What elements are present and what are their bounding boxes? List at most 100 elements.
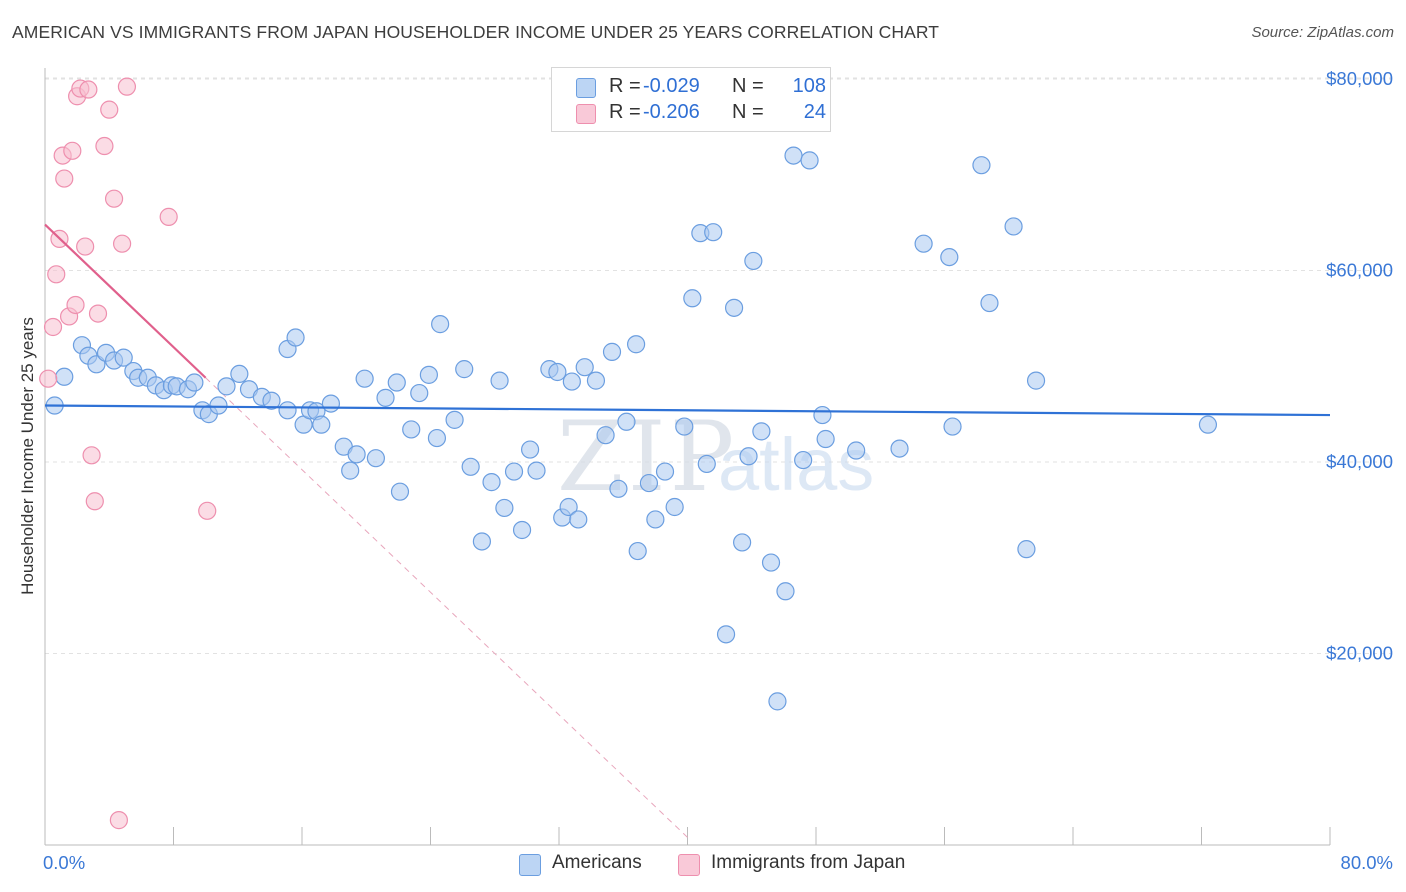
americans-point: [972, 156, 991, 175]
japan-trend-line: [44, 223, 207, 379]
americans-point: [575, 358, 594, 377]
americans-point: [628, 541, 647, 561]
japan-point: [159, 207, 178, 226]
americans-point: [286, 328, 305, 347]
americans-point: [355, 369, 374, 388]
americans-point: [739, 447, 758, 466]
americans-point: [716, 625, 736, 644]
americans-point: [776, 582, 795, 601]
legend-n-value-japan: 24: [803, 101, 826, 123]
americans-point: [816, 429, 835, 449]
americans-point: [472, 532, 491, 551]
americans-point: [683, 289, 702, 308]
americans-point: [752, 422, 771, 441]
americans-point: [569, 510, 588, 529]
americans-point: [185, 373, 204, 392]
japan-point: [63, 141, 82, 160]
americans-point: [943, 417, 962, 436]
americans-point: [646, 510, 665, 529]
japan-point: [76, 237, 95, 256]
americans-point: [387, 373, 406, 392]
x-tick-label-max: 80.0%: [1341, 852, 1393, 873]
japan-point: [47, 265, 66, 284]
y-tick-label: $60,000: [1326, 260, 1393, 281]
americans-point: [347, 445, 366, 464]
legend-r-value-japan: -0.206: [643, 101, 700, 123]
correlation-legend: R = -0.029 N = 108 R = -0.206 N = 24: [551, 67, 831, 132]
americans-point: [784, 146, 803, 165]
americans-point: [665, 497, 684, 517]
americans-points: [45, 146, 1218, 711]
americans-point: [262, 391, 281, 410]
y-tick-label: $40,000: [1326, 451, 1393, 472]
americans-point: [675, 417, 694, 436]
americans-point: [520, 440, 540, 459]
americans-point: [697, 454, 716, 474]
americans-point: [321, 394, 341, 413]
americans-point: [1026, 371, 1046, 390]
legend-n-label: N =: [732, 75, 764, 97]
americans-point: [527, 461, 546, 480]
japan-point: [39, 369, 58, 388]
americans-point: [427, 428, 447, 448]
japan-point: [43, 317, 63, 337]
americans-point: [230, 364, 249, 384]
americans-point: [1004, 217, 1023, 236]
americans-point: [704, 223, 723, 242]
americans-point: [980, 293, 999, 313]
legend-n-label: N =: [732, 101, 764, 123]
americans-point: [768, 692, 787, 711]
japan-point: [79, 80, 98, 99]
americans-point: [617, 412, 636, 431]
bottom-legend-swatch-japan: [678, 854, 700, 876]
japan-point: [88, 304, 108, 323]
americans-point: [278, 401, 297, 420]
y-tick-labels: $20,000 $40,000 $60,000 $80,000: [1326, 68, 1393, 664]
x-tick-labels: 0.0% 80.0%: [43, 852, 1393, 873]
americans-point: [504, 462, 524, 481]
americans-point: [410, 383, 429, 403]
americans-point: [794, 450, 813, 470]
americans-point: [390, 482, 410, 501]
americans-point: [733, 533, 752, 552]
legend-r-label: R =: [609, 101, 641, 123]
japan-point: [55, 169, 74, 188]
americans-point: [431, 315, 450, 334]
x-tick-label-min: 0.0%: [43, 852, 85, 873]
legend-n-value-americans: 108: [792, 75, 826, 97]
japan-point: [117, 77, 137, 96]
japan-trend-extension: [205, 377, 688, 838]
source-label: Source: ZipAtlas.com: [1251, 24, 1394, 41]
y-tick-label: $20,000: [1326, 643, 1393, 664]
legend-swatch-americans: [576, 78, 596, 98]
japan-point: [95, 136, 114, 156]
americans-point: [341, 461, 360, 480]
americans-point: [402, 420, 421, 439]
trend-lines: [44, 223, 1331, 417]
americans-point: [940, 247, 959, 267]
americans-point: [490, 371, 509, 390]
americans-point: [1198, 415, 1218, 434]
japan-point: [100, 100, 119, 119]
bottom-legend-label-japan: Immigrants from Japan: [711, 852, 906, 873]
americans-point: [548, 362, 567, 382]
americans-trend-line: [44, 404, 1331, 417]
y-tick-label: $80,000: [1326, 68, 1393, 89]
bottom-legend-swatch-americans: [519, 854, 541, 876]
americans-point: [114, 348, 133, 367]
americans-point: [445, 410, 464, 429]
americans-point: [602, 342, 622, 361]
grid-lines: [45, 77, 1392, 654]
japan-point: [104, 189, 124, 208]
americans-point: [626, 335, 646, 354]
legend-r-label: R =: [609, 75, 641, 97]
americans-point: [1017, 540, 1036, 559]
americans-point: [744, 251, 763, 271]
americans-point: [655, 462, 675, 481]
japan-trend-extension-line: [205, 377, 688, 838]
japan-point: [109, 811, 128, 830]
americans-point: [596, 426, 615, 445]
chart-title: AMERICAN VS IMMIGRANTS FROM JAPAN HOUSEH…: [12, 22, 940, 42]
americans-point: [512, 520, 532, 540]
